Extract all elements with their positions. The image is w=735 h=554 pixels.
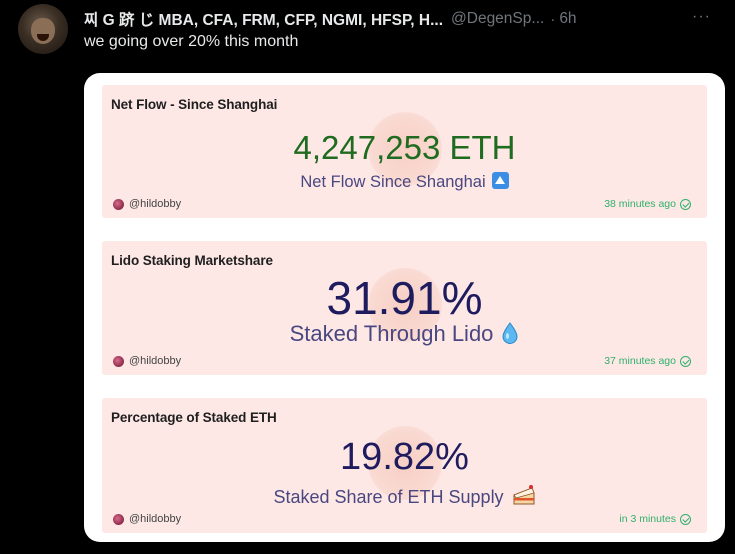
avatar[interactable] (18, 4, 68, 54)
card-author[interactable]: @hildobby (113, 355, 181, 367)
card-value: 19.82% (340, 436, 469, 478)
tweet-media-image[interactable]: Net Flow - Since Shanghai 4,247,253 ETH … (84, 73, 725, 542)
author-avatar-icon (113, 513, 124, 525)
watermark-logo (367, 425, 442, 500)
droplet-icon (502, 322, 518, 344)
updated-text: 37 minutes ago (604, 355, 676, 367)
lido-marketshare-card: Lido Staking Marketshare 31.91% Staked T… (102, 241, 707, 375)
watermark-logo (367, 111, 442, 186)
author-handle: @hildobby (129, 355, 182, 367)
card-label-row: Staked Through Lido (102, 321, 707, 347)
user-handle[interactable]: @DegenSp... (451, 10, 545, 27)
updated-status: 37 minutes ago (604, 355, 691, 367)
author-avatar-icon (113, 355, 124, 367)
card-label-row: Net Flow Since Shanghai (102, 172, 707, 192)
updated-text: in 3 minutes (619, 513, 676, 525)
card-title: Net Flow - Since Shanghai (111, 97, 278, 112)
author-handle: @hildobby (129, 513, 182, 525)
card-value: 4,247,253 ETH (293, 129, 516, 166)
updated-status: in 3 minutes (619, 513, 691, 525)
check-circle-icon (680, 355, 691, 367)
check-circle-icon (680, 198, 691, 210)
author-avatar-icon (113, 198, 124, 210)
display-name[interactable]: 찌 G 跻 じ MBA, CFA, FRM, CFP, NGMI, HFSP, … (84, 12, 444, 29)
watermark-logo (367, 268, 442, 342)
tweet-header: 찌 G 跻 じ MBA, CFA, FRM, CFP, NGMI, HFSP, … (84, 8, 725, 30)
updated-text: 38 minutes ago (604, 198, 676, 210)
card-value: 31.91% (326, 272, 483, 324)
card-author[interactable]: @hildobby (113, 513, 181, 525)
card-label-row: Staked Share of ETH Supply (102, 484, 707, 508)
check-circle-icon (680, 513, 691, 525)
up-arrow-icon (491, 172, 509, 189)
card-label: Net Flow Since Shanghai (300, 173, 486, 191)
cake-icon (512, 485, 535, 505)
more-options-icon[interactable]: ··· (692, 8, 711, 25)
tweet-text: we going over 20% this month (84, 33, 299, 50)
staked-eth-card: Percentage of Staked ETH 19.82% Staked S… (102, 398, 707, 533)
card-label: Staked Through Lido (289, 321, 494, 346)
card-title: Lido Staking Marketshare (111, 253, 273, 268)
avatar-mouth (37, 34, 49, 41)
card-label: Staked Share of ETH Supply (273, 487, 504, 507)
card-title: Percentage of Staked ETH (111, 410, 277, 425)
net-flow-card: Net Flow - Since Shanghai 4,247,253 ETH … (102, 85, 707, 218)
updated-status: 38 minutes ago (604, 198, 691, 210)
card-author[interactable]: @hildobby (113, 198, 181, 210)
author-handle: @hildobby (129, 198, 182, 210)
separator-dot: · (550, 10, 556, 28)
tweet-time[interactable]: 6h (559, 10, 577, 27)
